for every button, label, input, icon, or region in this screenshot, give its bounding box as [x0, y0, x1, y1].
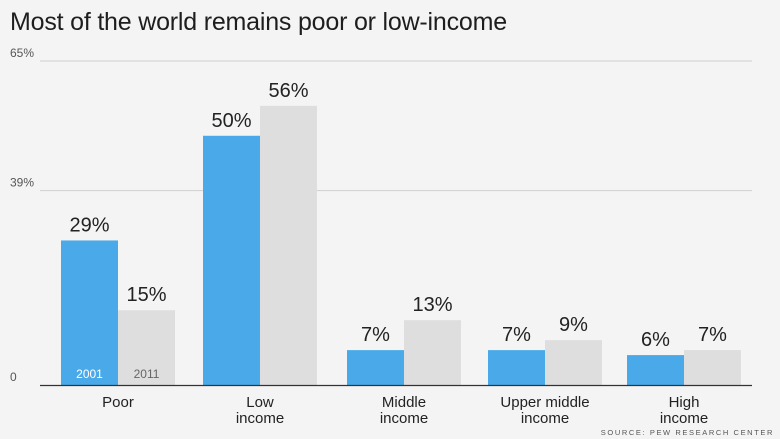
- chart-title: Most of the world remains poor or low-in…: [10, 8, 507, 36]
- series-label-2001: 2001: [76, 367, 103, 381]
- category-label: income: [660, 410, 708, 427]
- bar-2001: [203, 135, 260, 385]
- source-credit: SOURCE: PEW RESEARCH CENTER: [600, 428, 774, 437]
- bar-2001: [347, 350, 404, 385]
- bar-2011: [545, 340, 602, 385]
- bar-2011: [404, 320, 461, 385]
- category-label: High: [669, 394, 700, 411]
- bar-2001: [61, 240, 118, 385]
- category-label: income: [236, 410, 284, 427]
- data-label: 6%: [641, 329, 670, 351]
- bar-2001: [488, 350, 545, 385]
- data-label: 7%: [502, 324, 531, 346]
- data-label: 7%: [698, 324, 727, 346]
- bar-2011: [118, 310, 175, 385]
- data-label: 29%: [69, 214, 109, 236]
- category-label: income: [521, 410, 569, 427]
- data-label: 7%: [361, 324, 390, 346]
- data-label: 50%: [211, 110, 251, 132]
- y-tick-label: 0: [10, 370, 17, 384]
- data-label: 15%: [126, 284, 166, 306]
- category-label: Middle: [382, 394, 426, 411]
- data-label: 13%: [412, 294, 452, 316]
- bar-2011: [684, 350, 741, 385]
- category-label: Low: [246, 394, 274, 411]
- data-label: 56%: [268, 80, 308, 102]
- bar-2011: [260, 105, 317, 385]
- category-label: income: [380, 410, 428, 427]
- series-label-2011: 2011: [134, 367, 160, 381]
- y-tick-label: 65%: [10, 46, 34, 60]
- data-label: 9%: [559, 314, 588, 336]
- y-tick-label: 39%: [10, 176, 34, 190]
- category-label: Poor: [102, 394, 134, 411]
- category-label: Upper middle: [500, 394, 589, 411]
- bar-2001: [627, 355, 684, 385]
